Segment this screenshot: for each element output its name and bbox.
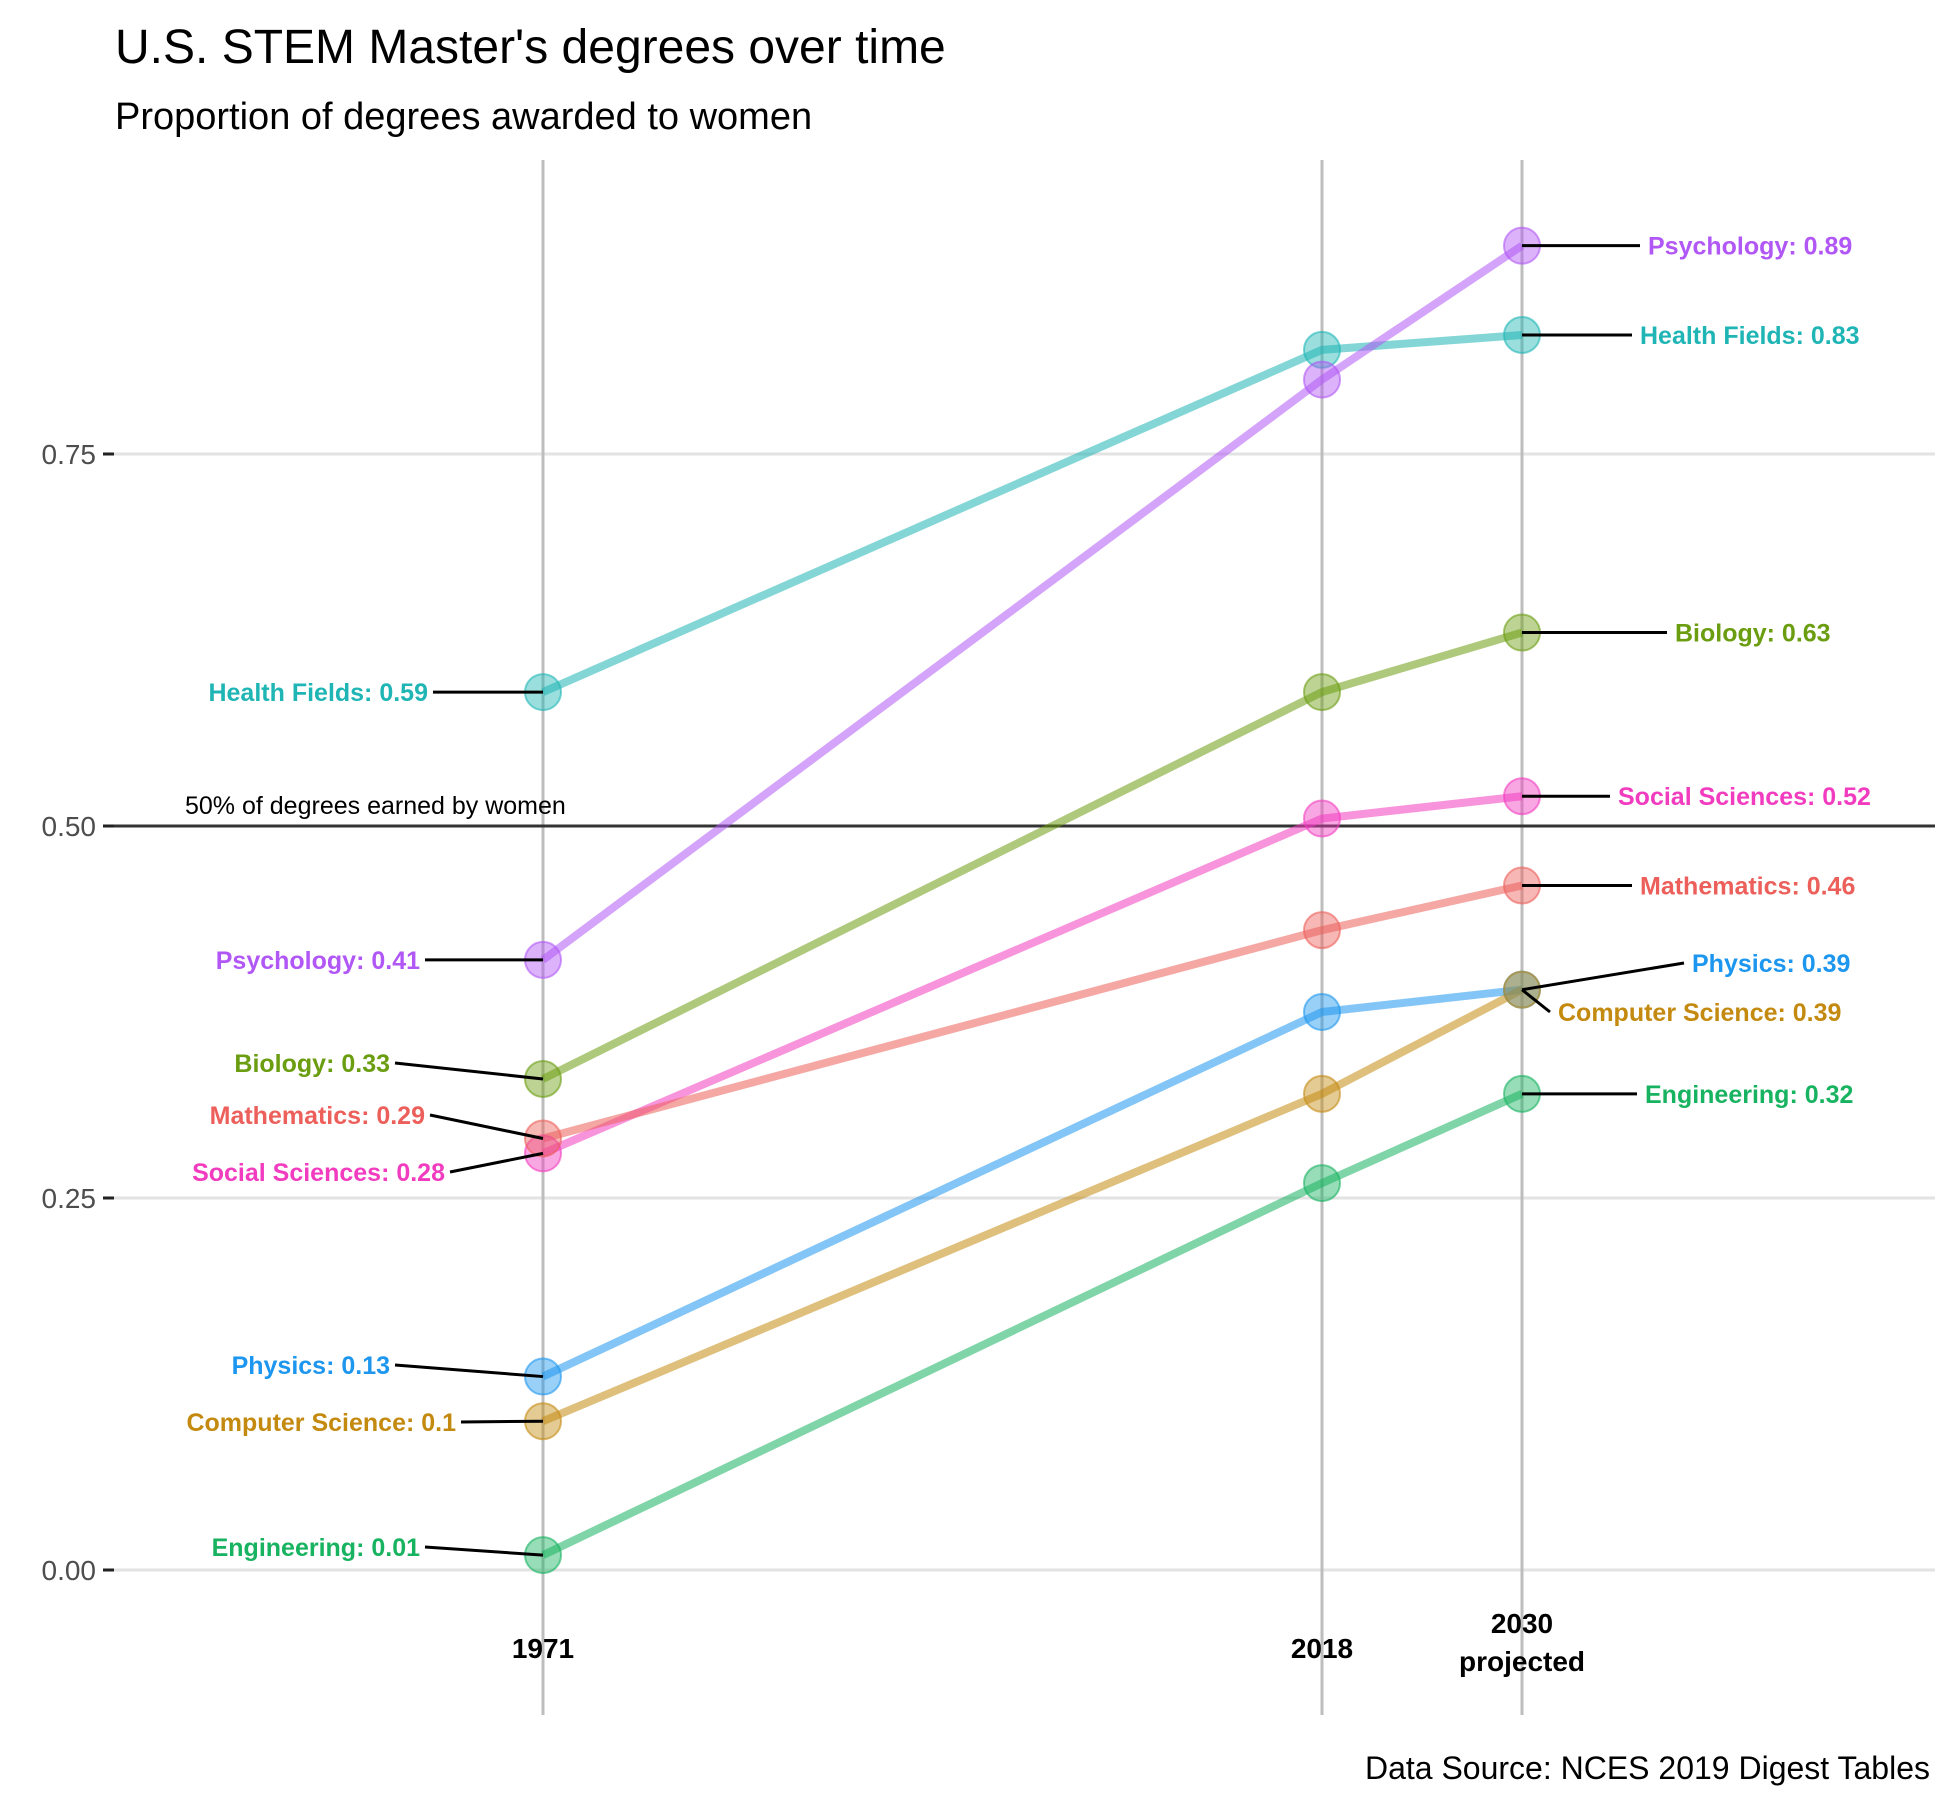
data-label: Mathematics: 0.46 xyxy=(1640,873,1855,901)
data-label: Social Sciences: 0.52 xyxy=(1618,783,1871,811)
label-leaders xyxy=(394,244,1685,1557)
label-leader xyxy=(424,1545,544,1557)
reference-line-group: 50% of degrees earned by women xyxy=(112,792,1935,828)
chart-title: U.S. STEM Master's degrees over time xyxy=(115,21,946,74)
x-gridlines xyxy=(541,160,1524,1715)
data-label: Biology: 0.63 xyxy=(1675,620,1831,648)
data-label: Psychology: 0.41 xyxy=(216,947,420,975)
data-label: Biology: 0.33 xyxy=(234,1050,390,1078)
label-leader xyxy=(1521,961,1685,992)
series-line xyxy=(541,792,1523,1158)
data-label: Engineering: 0.01 xyxy=(212,1534,420,1562)
data-label: Health Fields: 0.83 xyxy=(1640,322,1860,350)
reference-line-label: 50% of degrees earned by women xyxy=(185,792,566,820)
x-tick-label: 2030 xyxy=(1491,1608,1553,1639)
data-label: Physics: 0.13 xyxy=(232,1352,390,1380)
data-point xyxy=(1303,360,1341,399)
series-line xyxy=(541,628,1524,1083)
label-leader xyxy=(429,1113,544,1140)
x-tick-label: 2018 xyxy=(1291,1633,1353,1664)
data-label: Health Fields: 0.59 xyxy=(208,679,428,707)
data-point xyxy=(1303,799,1341,838)
chart-subtitle: Proportion of degrees awarded to women xyxy=(115,96,812,138)
data-point xyxy=(1303,673,1341,712)
x-axis: 1971 2018 2030 projected xyxy=(512,1608,1585,1677)
x-tick-label: projected xyxy=(1459,1646,1585,1677)
series-line xyxy=(541,1090,1524,1559)
chart-caption: Data Source: NCES 2019 Digest Tables xyxy=(1365,1750,1930,1786)
data-point xyxy=(1303,1164,1341,1203)
series-line xyxy=(540,242,1525,964)
label-leader xyxy=(449,1151,544,1174)
series-lines xyxy=(540,242,1525,1559)
data-label: Computer Science: 0.39 xyxy=(1558,999,1841,1027)
data-point xyxy=(1303,911,1341,950)
x-tick-label: 1971 xyxy=(512,1633,574,1664)
series-line xyxy=(541,985,1523,1381)
y-tick-label: 0.00 xyxy=(42,1555,97,1586)
data-label: Engineering: 0.32 xyxy=(1645,1081,1853,1109)
series-line xyxy=(541,330,1523,696)
data-point xyxy=(1303,330,1341,369)
y-axis: 0.00 0.25 0.50 0.75 xyxy=(42,439,114,1586)
data-point xyxy=(1303,1074,1341,1113)
y-tick-label: 0.75 xyxy=(42,439,97,470)
series-points xyxy=(524,226,1541,1575)
data-label: Computer Science: 0.1 xyxy=(186,1409,456,1437)
series-line xyxy=(541,881,1523,1143)
data-label: Mathematics: 0.29 xyxy=(210,1102,425,1130)
data-point xyxy=(1303,993,1341,1031)
label-leader xyxy=(1521,988,1551,1014)
data-label: Physics: 0.39 xyxy=(1692,950,1850,978)
label-leader xyxy=(460,1419,544,1424)
data-label: Social Sciences: 0.28 xyxy=(192,1159,445,1187)
label-leader xyxy=(394,1363,544,1379)
y-tick-label: 0.25 xyxy=(42,1183,97,1214)
series-labels: Health Fields: 0.59 Health Fields: 0.83 Ps… xyxy=(186,233,1870,1562)
y-tick-label: 0.50 xyxy=(42,811,97,842)
series-line xyxy=(541,986,1524,1425)
label-leader xyxy=(394,1061,544,1081)
data-label: Psychology: 0.89 xyxy=(1648,233,1852,261)
